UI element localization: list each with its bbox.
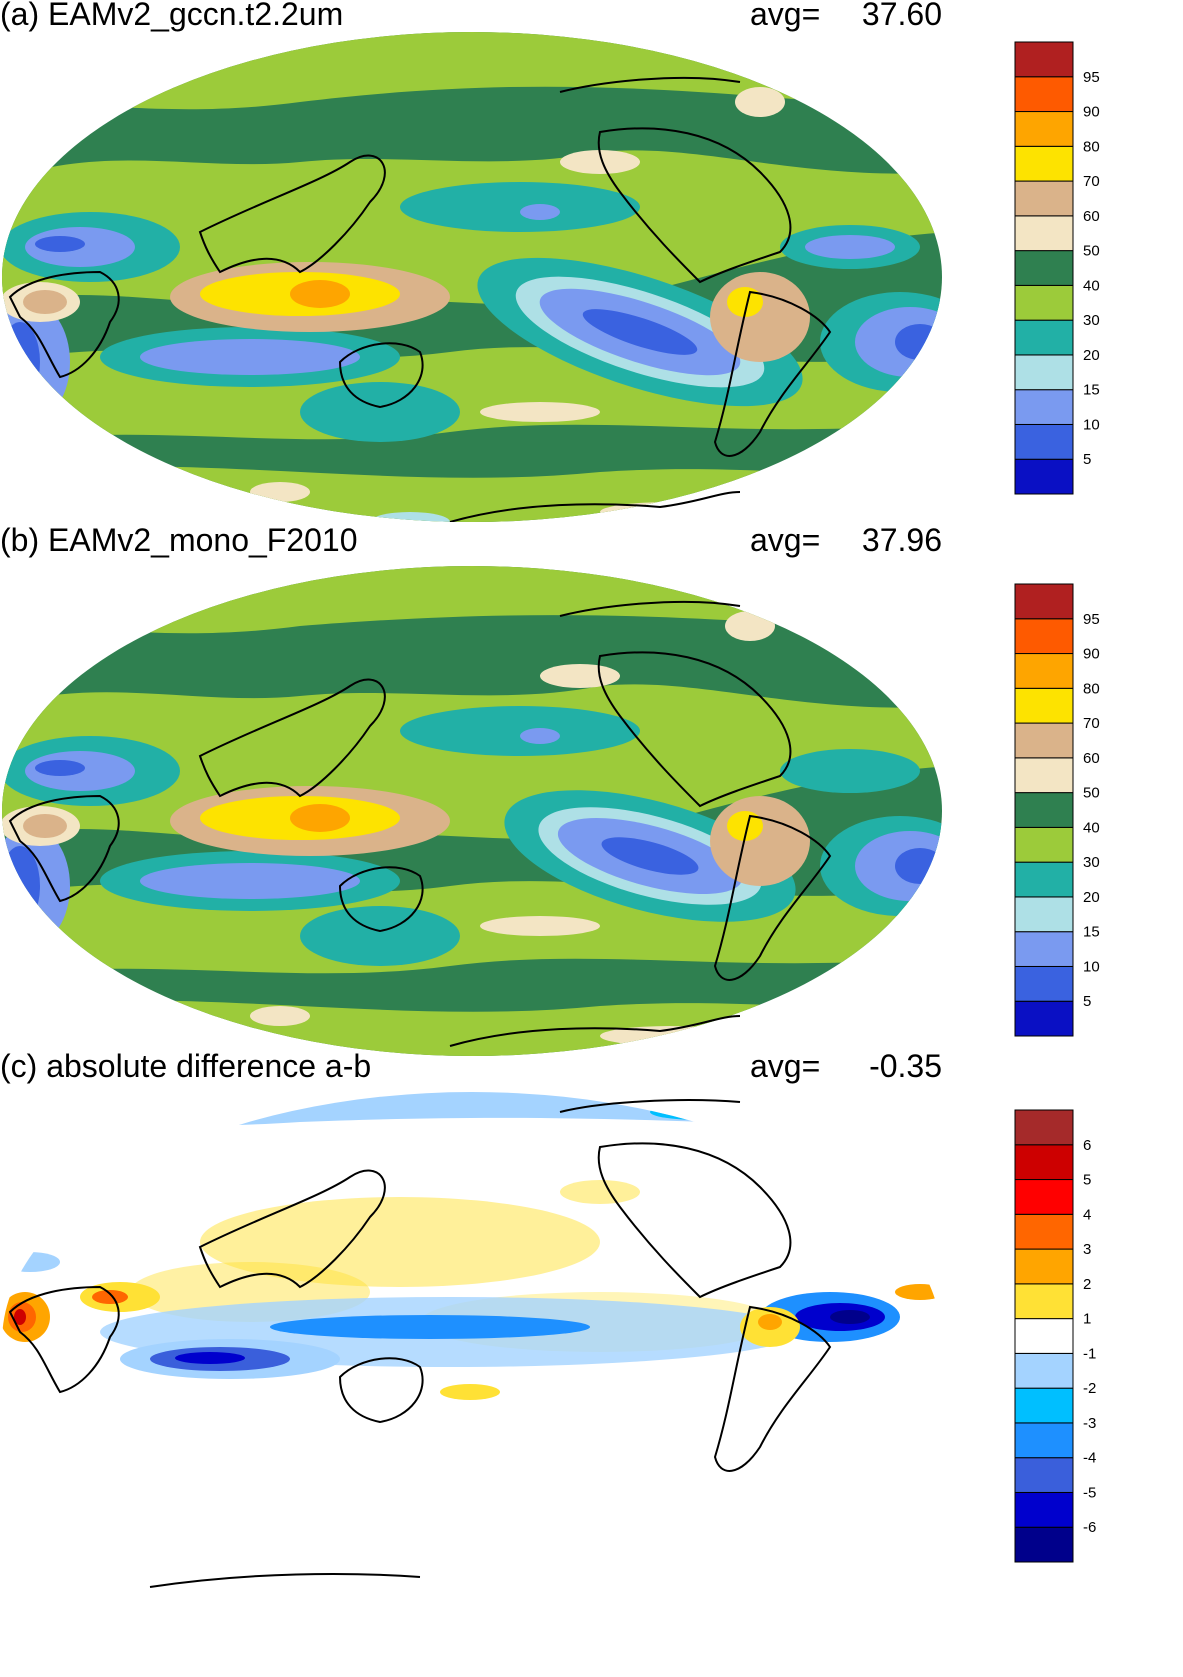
colorbar-swatch: [1014, 458, 1074, 495]
colorbar-tick-label: 30: [1083, 854, 1100, 871]
colorbar-swatch: [1014, 1144, 1074, 1181]
colorbar-tick-label: -1: [1083, 1345, 1096, 1362]
colorbar-tick-label: 80: [1083, 680, 1100, 697]
colorbar-swatch: [1014, 1318, 1074, 1354]
colorbar-tick-label: 20: [1083, 889, 1100, 906]
colorbar-swatch: [1014, 319, 1074, 356]
colorbar-swatch: [1014, 1109, 1074, 1146]
colorbar-swatch: [1014, 76, 1074, 113]
colorbar-tick-label: 6: [1083, 1137, 1091, 1154]
colorbar-swatch: [1014, 583, 1074, 620]
panel-b-avg-value: 37.96: [861, 522, 942, 558]
colorbar-tick-label: 40: [1083, 819, 1100, 836]
colorbar-tick-label: -4: [1083, 1450, 1096, 1467]
colorbar-tick-label: 95: [1083, 611, 1100, 628]
panel-c-colorbar: -6 -5 -4 -3 -2 -1 1 2 3 4 5 6: [1014, 1109, 1096, 1563]
colorbar-tick-label: 30: [1083, 312, 1100, 329]
colorbar-swatch: [1014, 389, 1074, 425]
panel-a-colorbar: 5 10 15 20 30 40 50 60 70 80 90 95: [1014, 41, 1100, 495]
colorbar-swatch: [1014, 896, 1074, 933]
colorbar-swatch: [1014, 1213, 1074, 1250]
colorbar-tick-label: 5: [1083, 451, 1091, 468]
colorbar-tick-label: 40: [1083, 277, 1100, 294]
colorbar-tick-label: 15: [1083, 382, 1100, 399]
colorbar-swatch: [1014, 215, 1074, 252]
colorbar-tick-label: 1: [1083, 1311, 1091, 1328]
colorbar-tick-label: -5: [1083, 1484, 1096, 1501]
colorbar-swatch: [1014, 1422, 1074, 1459]
colorbar-tick-label: -6: [1083, 1519, 1096, 1536]
colorbar-swatch: [1014, 653, 1074, 689]
panel-c-field: [2, 1092, 942, 1592]
colorbar-swatch: [1014, 687, 1074, 724]
panel-c-avg-value: -0.35: [869, 1048, 942, 1084]
colorbar-tick-label: 2: [1083, 1276, 1091, 1293]
colorbar-tick-label: 5: [1083, 993, 1091, 1010]
colorbar-swatch: [1014, 1387, 1074, 1424]
colorbar-tick-label: 90: [1083, 646, 1100, 663]
panel-b-field: [2, 566, 942, 1056]
colorbar-swatch: [1014, 423, 1074, 460]
panel-a-map: [2, 32, 942, 522]
colorbar-swatch: [1014, 111, 1074, 147]
colorbar-tick-label: 3: [1083, 1241, 1091, 1258]
colorbar-tick-label: 4: [1083, 1206, 1091, 1223]
panel-c-map: [2, 1092, 942, 1592]
colorbar-tick-label: 50: [1083, 243, 1100, 260]
colorbar-tick-label: 70: [1083, 173, 1100, 190]
colorbar-swatch: [1014, 757, 1074, 794]
colorbar-tick-label: 20: [1083, 347, 1100, 364]
panel-a-avg-value: 37.60: [861, 0, 942, 32]
colorbar-swatch: [1014, 931, 1074, 967]
colorbar-tick-label: 10: [1083, 958, 1100, 975]
colorbar-tick-label: -2: [1083, 1380, 1096, 1397]
colorbar-tick-label: 70: [1083, 715, 1100, 732]
colorbar-swatch: [1014, 250, 1074, 286]
panel-b-title: (b) EAMv2_mono_F2010: [0, 522, 358, 558]
colorbar-swatch: [1014, 1000, 1074, 1037]
panel-a-field: [2, 32, 942, 522]
colorbar-swatch: [1014, 965, 1074, 1002]
colorbar-swatch: [1014, 1179, 1074, 1215]
panel-a-title: (a) EAMv2_gccn.t2.2um: [0, 0, 344, 32]
colorbar-swatch: [1014, 618, 1074, 655]
colorbar-swatch: [1014, 354, 1074, 391]
colorbar-swatch: [1014, 722, 1074, 759]
colorbar-swatch: [1014, 826, 1074, 863]
colorbar-swatch: [1014, 792, 1074, 828]
panel-a-avg-label: avg=: [750, 0, 821, 32]
colorbar-swatch: [1014, 145, 1074, 182]
colorbar-swatch: [1014, 1352, 1074, 1389]
colorbar-tick-label: -3: [1083, 1415, 1096, 1432]
colorbar-tick-label: 50: [1083, 785, 1100, 802]
colorbar-swatch: [1014, 1457, 1074, 1493]
panel-c-title: (c) absolute difference a-b: [0, 1048, 372, 1084]
colorbar-tick-label: 60: [1083, 208, 1100, 225]
panel-a-coastlines: [8, 76, 832, 522]
colorbar-tick-label: 5: [1083, 1172, 1091, 1189]
panel-b-avg-label: avg=: [750, 522, 821, 558]
colorbar-tick-label: 10: [1083, 416, 1100, 433]
colorbar-swatch: [1014, 1526, 1074, 1563]
panel-b-map: [2, 566, 942, 1056]
colorbar-tick-label: 95: [1083, 69, 1100, 86]
colorbar-swatch: [1014, 1248, 1074, 1285]
colorbar-swatch: [1014, 41, 1074, 78]
colorbar-swatch: [1014, 861, 1074, 898]
panel-b-colorbar: 5 10 15 20 30 40 50 60 70 80 90 95: [1014, 583, 1100, 1037]
colorbar-tick-label: 90: [1083, 104, 1100, 121]
colorbar-swatch: [1014, 180, 1074, 217]
colorbar-swatch: [1014, 1491, 1074, 1528]
colorbar-tick-label: 80: [1083, 138, 1100, 155]
panel-c-avg-label: avg=: [750, 1048, 821, 1084]
colorbar-tick-label: 15: [1083, 924, 1100, 941]
colorbar-swatch: [1014, 284, 1074, 321]
panel-b-coastlines: [8, 600, 832, 1047]
colorbar-swatch: [1014, 1283, 1074, 1320]
colorbar-tick-label: 60: [1083, 750, 1100, 767]
panel-c-coastlines: [8, 1099, 832, 1588]
